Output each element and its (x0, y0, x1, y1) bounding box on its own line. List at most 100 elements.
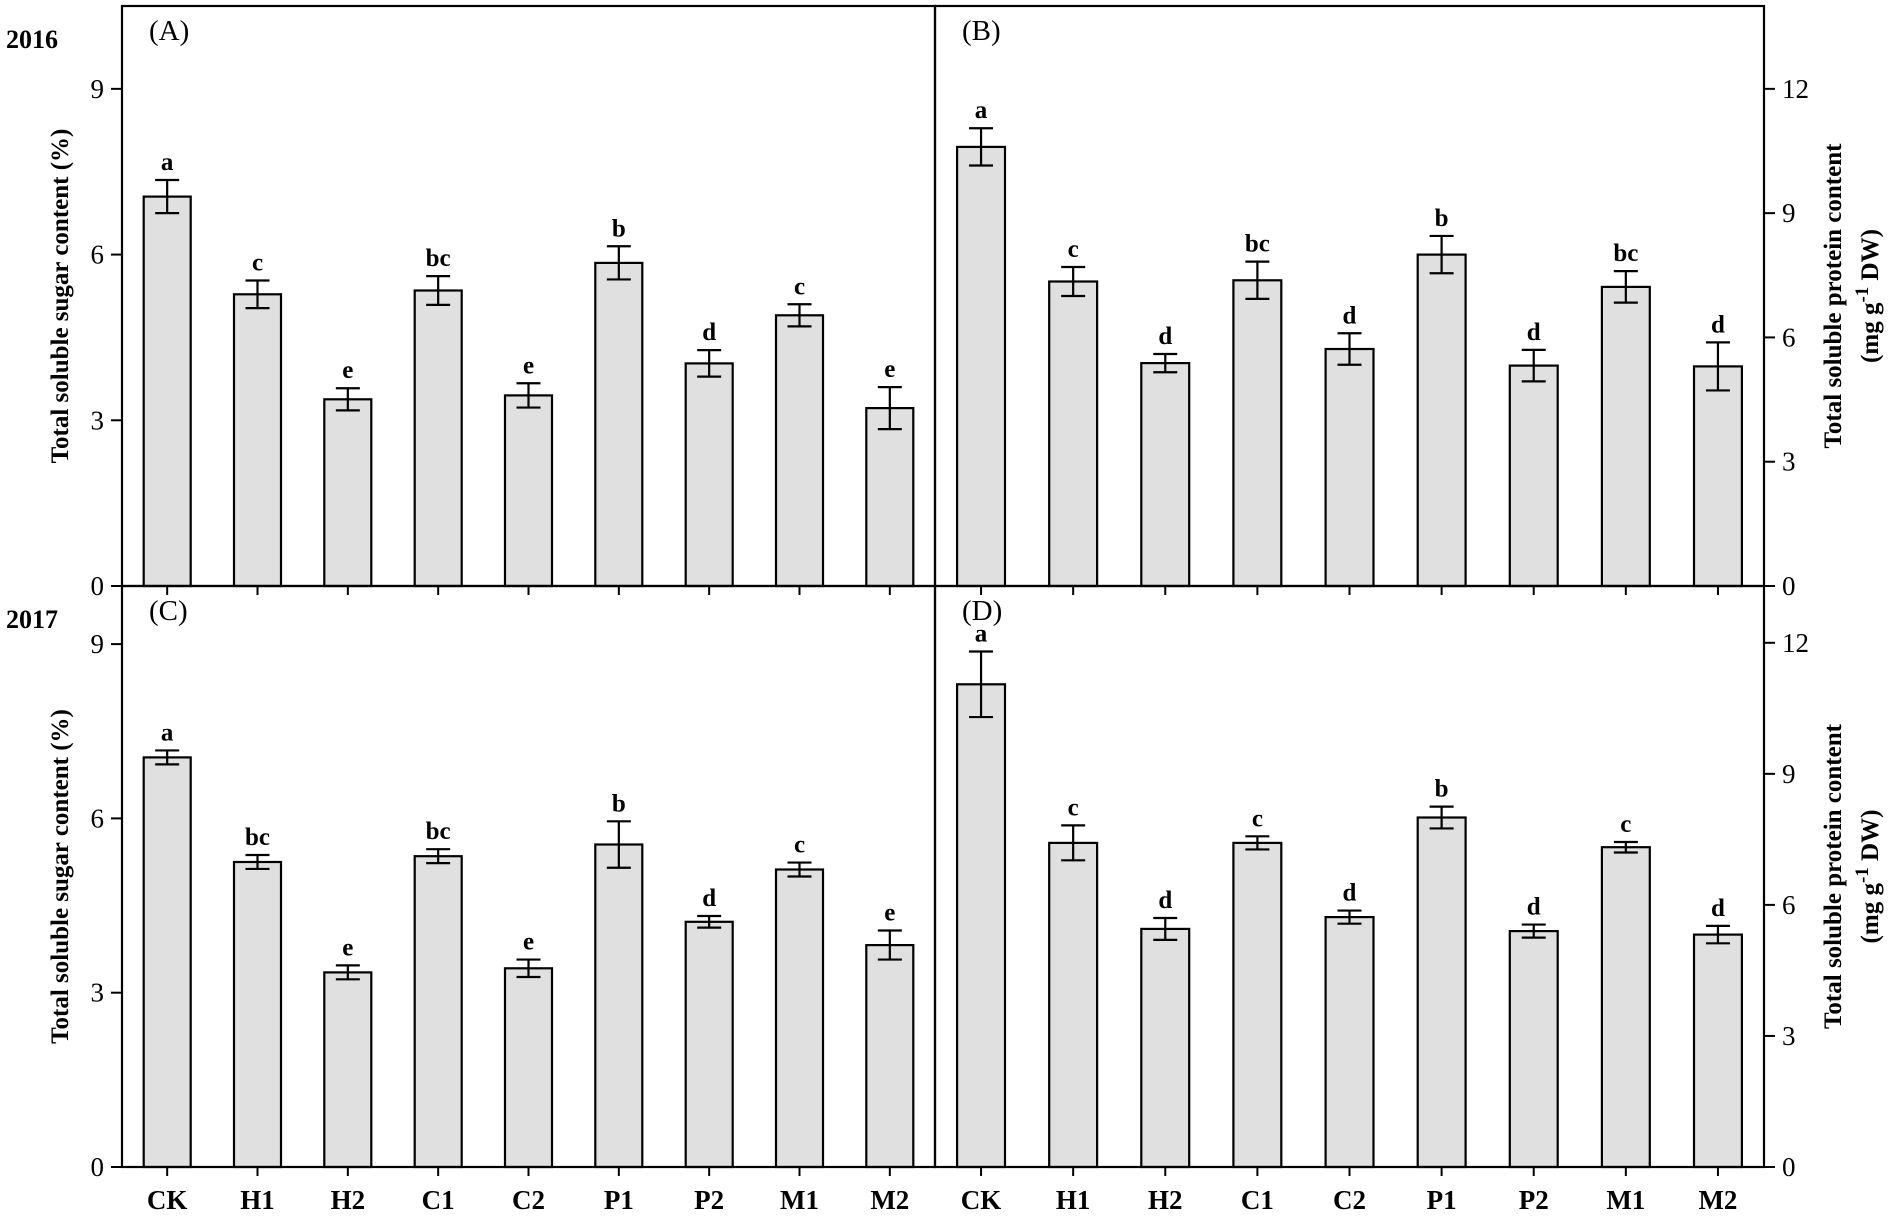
x-tick-label-C-H1: H1 (240, 1185, 275, 1215)
bar-A-M1 (774, 314, 825, 588)
x-tick-label-C-H2: H2 (331, 1185, 366, 1215)
error-bar-D-P2 (1521, 923, 1546, 939)
bar-C-H1 (232, 860, 283, 1169)
sig-letter-A-H1: c (252, 250, 263, 277)
bar-D-M1 (1600, 846, 1651, 1169)
error-bar-B-P2 (1521, 348, 1546, 383)
y-tick-label-A: 3 (91, 405, 105, 435)
y-axis-unit-D: (mg g-1 DW) (1852, 810, 1884, 944)
sig-letter-A-P1: b (612, 215, 626, 242)
sig-letter-A-C2: e (523, 352, 534, 379)
bar-A-CK (142, 195, 192, 588)
panel-A: a c e bc e b d c e 0 3 6 9 (A) 2016 Total soluble sugar… (6, 4, 937, 601)
bar-D-M2 (1692, 933, 1744, 1169)
sig-letter-B-M1: bc (1613, 240, 1638, 267)
sig-letter-C-C1: bc (426, 818, 451, 845)
sig-letter-D-M2: d (1711, 895, 1725, 922)
bar-C-M2 (865, 943, 915, 1169)
y-tick-label-B: 0 (1782, 571, 1796, 601)
year-label-C: 2017 (6, 605, 58, 634)
bar-C-P1 (594, 843, 644, 1169)
bar-D-H2 (1140, 927, 1191, 1169)
sig-letter-C-C2: e (523, 929, 534, 956)
bar-A-M2 (865, 407, 915, 588)
y-tick-label-B: 12 (1782, 74, 1809, 104)
y-axis-title-D: Total soluble protein content (1820, 723, 1847, 1029)
sig-letter-D-P1: b (1435, 776, 1449, 803)
error-bar-D-CK (969, 650, 994, 719)
y-tick-label-C: 0 (91, 1152, 105, 1182)
y-tick-label-D: 9 (1782, 759, 1796, 789)
sig-letter-A-P2: d (702, 319, 716, 346)
error-bar-C-C1 (426, 848, 451, 865)
panel-label-A: (A) (149, 15, 189, 47)
panel-label-B: (B) (962, 15, 1001, 47)
error-bar-B-M2 (1705, 341, 1730, 392)
bar-C-CK (142, 756, 192, 1169)
bar-B-CK (955, 145, 1007, 588)
sig-letter-D-H2: d (1158, 887, 1172, 914)
y-axis-unit-B: (mg g-1 DW) (1852, 229, 1884, 363)
y-tick-label-A: 0 (91, 571, 105, 601)
error-bar-A-P1 (606, 245, 631, 281)
error-bar-D-C1 (1245, 835, 1270, 851)
bar-D-H1 (1048, 841, 1099, 1169)
panel-B: a c d bc d b d bc d 0 3 6 9 12 (B) Total soluble protei… (933, 4, 1884, 601)
sig-letter-C-H2: e (342, 934, 353, 961)
bar-A-P2 (684, 362, 734, 588)
y-tick-label-A: 6 (91, 240, 105, 270)
bar-A-C1 (413, 289, 463, 588)
y-tick-label-C: 9 (91, 629, 105, 659)
error-bar-C-C2 (516, 958, 541, 979)
error-bar-C-M2 (877, 929, 902, 961)
x-tick-label-D-M2: M2 (1698, 1185, 1737, 1215)
sig-letter-D-M1: c (1620, 811, 1631, 838)
bar-D-P1 (1416, 816, 1467, 1169)
bar-B-H2 (1140, 362, 1191, 588)
y-tick-label-D: 12 (1782, 628, 1809, 658)
y-axis-title-C: Total soluble sugar content (%) (47, 709, 74, 1044)
sig-letter-B-M2: d (1711, 311, 1725, 338)
sig-letter-D-C1: c (1252, 805, 1263, 832)
error-bar-B-P1 (1429, 234, 1454, 275)
bar-B-H1 (1048, 280, 1099, 588)
error-bar-B-CK (969, 127, 994, 167)
bar-A-C2 (503, 394, 554, 588)
bar-A-P1 (594, 261, 644, 588)
error-bar-C-H2 (335, 964, 360, 981)
bar-C-C1 (413, 855, 463, 1169)
bar-B-M2 (1692, 365, 1744, 588)
bar-C-C2 (503, 967, 554, 1169)
bar-C-H2 (323, 971, 373, 1169)
error-bar-D-H1 (1061, 824, 1086, 862)
y-tick-label-D: 0 (1782, 1152, 1796, 1182)
bar-D-C1 (1232, 841, 1283, 1169)
sig-letter-D-CK: a (975, 621, 988, 648)
bar-C-P2 (684, 920, 734, 1169)
panel-D: a c d c d b d c d 0 3 6 9 12 CK H1 H2 C1 C2 P1 P2 M1 M2 (D) Tota… (933, 584, 1884, 1215)
error-bar-B-C1 (1245, 260, 1270, 300)
y-tick-label-D: 3 (1782, 1021, 1796, 1051)
x-tick-label-D-H1: H1 (1056, 1185, 1091, 1215)
bar-B-P1 (1416, 253, 1467, 588)
sig-letter-A-H2: e (342, 357, 353, 384)
x-tick-label-D-P1: P1 (1427, 1185, 1457, 1215)
sig-letter-C-P1: b (612, 790, 626, 817)
x-tick-label-D-CK: CK (961, 1185, 1002, 1215)
error-bar-A-H2 (335, 387, 360, 412)
sig-letter-D-P2: d (1527, 894, 1541, 921)
sig-letter-B-CK: a (975, 97, 988, 124)
x-tick-label-C-M1: M1 (780, 1185, 819, 1215)
x-tick-label-C-P2: P2 (694, 1185, 724, 1215)
error-bar-D-C2 (1337, 909, 1362, 925)
y-tick-label-B: 3 (1782, 447, 1796, 477)
bar-A-H2 (323, 398, 373, 588)
error-bar-D-P1 (1429, 805, 1454, 830)
sig-letter-B-C1: bc (1245, 231, 1270, 258)
sig-letter-B-P2: d (1527, 319, 1541, 346)
sig-letter-D-H1: c (1068, 794, 1079, 821)
error-bar-A-CK (155, 178, 180, 215)
bar-D-P2 (1508, 929, 1559, 1169)
error-bar-B-M1 (1613, 270, 1638, 304)
error-bar-A-M2 (877, 386, 902, 431)
